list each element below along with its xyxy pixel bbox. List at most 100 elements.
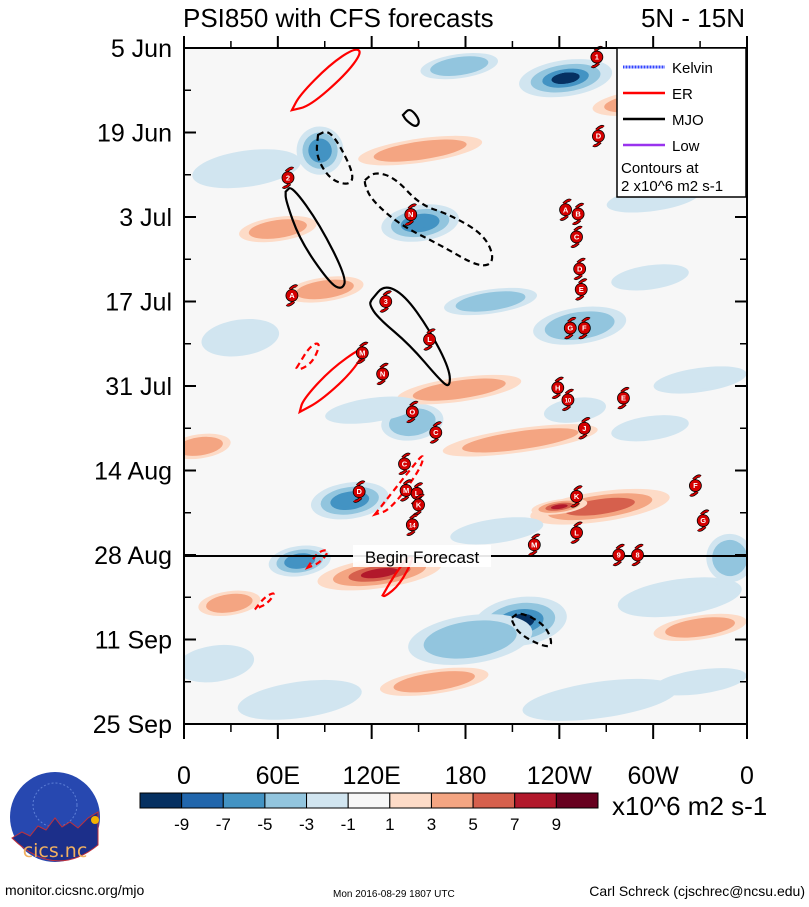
storm-marker: O: [405, 400, 419, 424]
field-blob: [290, 556, 310, 566]
field-blob: [336, 399, 407, 421]
storm-tail-icon: [689, 490, 699, 497]
storm-tail-icon: [423, 344, 433, 350]
hurricane-icon: [429, 426, 443, 439]
er-contour-negative: [304, 549, 329, 570]
x-tick-label: 0: [177, 762, 191, 790]
storm-label: E: [621, 394, 626, 403]
storm-marker: C: [570, 225, 583, 249]
field-blob: [211, 323, 270, 352]
storm-tail-icon: [408, 204, 417, 210]
field-blob: [439, 626, 502, 653]
storm-tail-icon: [592, 141, 602, 147]
mjo-contour-positive: [401, 108, 420, 127]
colorbar-level-label: -5: [257, 815, 272, 834]
colorbar-swatch: [306, 792, 349, 809]
storm-marker: C: [398, 452, 411, 476]
storm-label: 2: [286, 173, 290, 182]
storm-tail-icon: [617, 403, 627, 409]
storm-tail-icon: [577, 258, 586, 264]
storm-tail-icon: [700, 510, 709, 516]
hurricane-icon: [405, 518, 419, 532]
field-blob: [412, 378, 506, 401]
forecast-line-group: Begin Forecast: [184, 545, 747, 567]
storm-tail-icon: [570, 538, 580, 544]
colorbar-swatch: [472, 792, 516, 809]
colorbar-swatch: [347, 792, 391, 809]
field-blob: [206, 593, 253, 613]
storm-tail-icon: [376, 379, 386, 385]
storm-label: 9: [617, 551, 621, 560]
field-blob: [373, 139, 467, 162]
storm-marker: A: [285, 284, 299, 307]
storm-tail-icon: [581, 417, 590, 423]
hurricane-icon: [612, 548, 626, 562]
storm-label: L: [415, 489, 420, 498]
storm-label: H: [555, 383, 560, 392]
storm-label: D: [356, 487, 362, 496]
x-tick-label: 60E: [256, 762, 300, 790]
hurricane-icon: [551, 381, 565, 395]
storm-tail-icon: [401, 453, 411, 459]
storm-tail-icon: [570, 501, 580, 507]
storm-marker: 14: [405, 513, 419, 536]
hurricane-icon: [355, 346, 369, 360]
storm-label: E: [579, 285, 584, 294]
logo-inner-swirl: [32, 782, 78, 828]
colorbar-swatch: [514, 792, 557, 809]
storm-label: N: [408, 210, 413, 219]
storm-tail-icon: [574, 274, 583, 280]
storm-tail-icon: [634, 544, 644, 550]
field-blob: [665, 617, 735, 638]
storm-tail-icon: [430, 437, 439, 443]
hurricane-icon: [281, 171, 295, 185]
storm-label: D: [596, 132, 602, 141]
mjo-contour-positive: [284, 187, 346, 289]
field-blob: [396, 412, 428, 432]
colorbar-level-label: 3: [427, 815, 436, 834]
y-tick-label: 25 Sep: [93, 711, 172, 739]
storm-label: O: [409, 408, 415, 417]
storm-label: 14: [409, 523, 416, 529]
storm-tail-icon: [573, 485, 583, 492]
storm-marker: E: [617, 386, 630, 410]
colorbar-level-label: 7: [510, 815, 519, 834]
er-contour-positive: [289, 48, 361, 112]
storm-tail-icon: [578, 278, 587, 285]
storm-label: K: [416, 501, 422, 510]
logo-text: cics.nc: [23, 840, 88, 862]
storm-tail-icon: [591, 62, 600, 68]
storm-tail-icon: [631, 560, 641, 566]
storm-marker: D: [592, 124, 605, 148]
mjo-contour-negative: [363, 172, 494, 267]
storm-marker: F: [688, 474, 702, 497]
storm-tail-icon: [285, 167, 294, 173]
storm-label: L: [574, 528, 579, 537]
field-blob: [551, 400, 599, 420]
field-blob: [408, 217, 432, 229]
footer-url[interactable]: monitor.cicsnc.org/mjo: [5, 882, 144, 898]
storm-tail-icon: [415, 494, 425, 500]
storm-marker: M: [399, 479, 413, 502]
field-blob: [248, 219, 307, 239]
storm-tail-icon: [356, 358, 365, 364]
forecast-label: Begin Forecast: [365, 548, 480, 567]
field-blob: [633, 582, 727, 613]
storm-tail-icon: [409, 401, 418, 407]
storm-marker: C: [429, 421, 443, 444]
chart-subtitle: 5N - 15N: [641, 3, 745, 33]
colorbar-level-label: -3: [299, 815, 314, 834]
storm-tail-icon: [559, 215, 569, 221]
er-contour-negative: [371, 455, 425, 517]
er-contour-negative: [295, 342, 320, 371]
storm-tail-icon: [620, 387, 630, 393]
colorbar: -9 -7 -5 -3 -1 1 3 5 7 9: [139, 792, 599, 834]
hurricane-icon: [376, 367, 390, 381]
y-tick-label: 28 Aug: [94, 542, 172, 570]
hurricane-icon: [571, 207, 585, 221]
logo-sun: [91, 816, 99, 824]
storm-tail-icon: [572, 219, 581, 225]
hurricane-icon: [561, 393, 575, 407]
